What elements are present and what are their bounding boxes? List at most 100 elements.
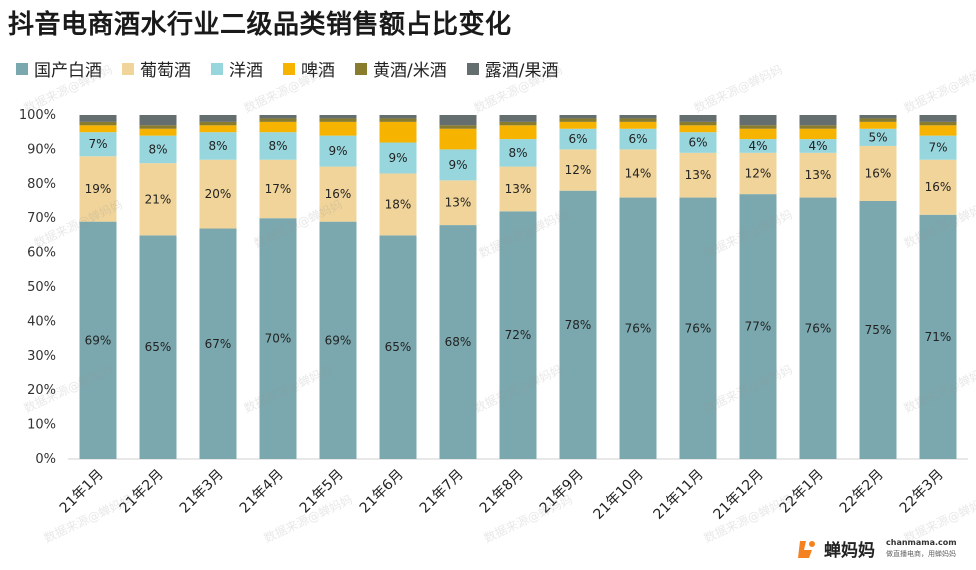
x-tick-label: 21年7月 (417, 467, 467, 517)
bar-segment (79, 115, 117, 122)
legend-item: 葡萄酒 (122, 56, 191, 81)
data-label: 65% (145, 340, 172, 354)
bar-segment (859, 128, 897, 146)
x-tick-label: 21年11月 (651, 467, 707, 523)
legend-swatch (283, 62, 295, 75)
bar-segment (439, 180, 477, 226)
bar-segment (259, 115, 297, 119)
bar-segment (319, 118, 357, 122)
bar-segment (319, 135, 357, 167)
x-tick-label: 21年9月 (537, 467, 587, 517)
legend-swatch (122, 62, 134, 75)
bar-segment (139, 235, 177, 459)
bar-segment (799, 128, 837, 140)
data-label: 16% (925, 180, 952, 194)
bar-segment (319, 121, 357, 136)
bar-segment (79, 121, 117, 126)
data-label: 6% (568, 132, 587, 146)
legend: 国产白酒 葡萄酒 洋酒 啤酒 黄酒/米酒 露酒/果酒 (16, 56, 558, 81)
data-label: 12% (745, 166, 772, 180)
bar-segment (619, 115, 657, 119)
bar-segment (499, 166, 537, 212)
data-label: 19% (85, 182, 112, 196)
x-tick-label: 22年3月 (897, 467, 947, 517)
bar-segment (799, 139, 837, 153)
data-label: 75% (865, 323, 892, 337)
data-label: 76% (685, 321, 712, 335)
brand-name: 蝉妈妈 (824, 541, 875, 561)
bar-segment (379, 142, 417, 174)
bar-segment (799, 125, 837, 129)
legend-swatch (355, 62, 367, 75)
legend-item: 国产白酒 (16, 56, 102, 81)
data-label: 8% (148, 142, 167, 156)
bar-segment (559, 190, 597, 459)
x-tick-label: 21年8月 (477, 467, 527, 517)
bar-segment (259, 218, 297, 459)
bar-segment (499, 125, 537, 140)
chart-title: 抖音电商酒水行业二级品类销售额占比变化 (8, 10, 512, 40)
legend-label: 国产白酒 (34, 61, 102, 81)
legend-swatch (211, 62, 223, 75)
bar-segment (859, 145, 897, 201)
bar-segment (919, 115, 957, 122)
bar-segment (79, 156, 117, 222)
bar-segment (319, 166, 357, 222)
bar-segment (859, 118, 897, 122)
x-tick-label: 22年1月 (777, 467, 827, 517)
y-tick-label: 100% (19, 108, 56, 123)
legend-item: 黄酒/米酒 (355, 56, 447, 81)
bar-segment (859, 115, 897, 119)
x-tick-label: 21年3月 (177, 467, 227, 517)
bar-segment (619, 197, 657, 459)
y-tick-label: 20% (27, 383, 56, 398)
data-label: 7% (88, 137, 107, 151)
cicada-logo-icon (798, 540, 815, 558)
y-tick-label: 60% (27, 246, 56, 261)
bar-segment (379, 121, 417, 143)
bar-segment (139, 163, 177, 236)
data-label: 12% (565, 163, 592, 177)
bar-segment (679, 121, 717, 126)
data-label: 76% (805, 321, 832, 335)
x-tick-label: 21年12月 (711, 467, 767, 523)
bar-segment (919, 121, 957, 126)
bar-segment (559, 128, 597, 150)
bar-segment (739, 128, 777, 140)
bar-segment (379, 115, 417, 119)
bar-segment (739, 152, 777, 195)
data-label: 7% (928, 141, 947, 155)
data-label: 76% (625, 321, 652, 335)
bar-segment (499, 139, 537, 167)
bar-segment (259, 159, 297, 219)
bar-segment (439, 115, 477, 126)
bar-segment (679, 125, 717, 133)
bar-segment (679, 152, 717, 198)
bar-segment (79, 132, 117, 157)
bar-segment (499, 121, 537, 126)
data-label: 68% (445, 335, 472, 349)
bar-segment (259, 118, 297, 122)
data-label: 8% (268, 139, 287, 153)
data-label: 8% (208, 139, 227, 153)
data-label: 70% (265, 332, 292, 346)
x-tick-label: 21年2月 (117, 467, 167, 517)
x-tick-label: 21年1月 (57, 467, 107, 517)
x-tick-label: 22年2月 (837, 467, 887, 517)
data-label: 65% (385, 340, 412, 354)
bar-segment (379, 235, 417, 459)
data-label: 14% (625, 166, 652, 180)
data-label: 13% (805, 168, 832, 182)
bar-segment (859, 121, 897, 129)
legend-label: 啤酒 (301, 61, 335, 81)
bar-segment (739, 194, 777, 459)
y-tick-label: 30% (27, 349, 56, 364)
bar-segment (619, 121, 657, 129)
legend-item: 啤酒 (283, 56, 335, 81)
bar-segment (439, 128, 477, 150)
bar-segment (259, 121, 297, 133)
bar-segment (79, 125, 117, 133)
bar-segment (139, 115, 177, 126)
data-label: 21% (145, 192, 172, 206)
